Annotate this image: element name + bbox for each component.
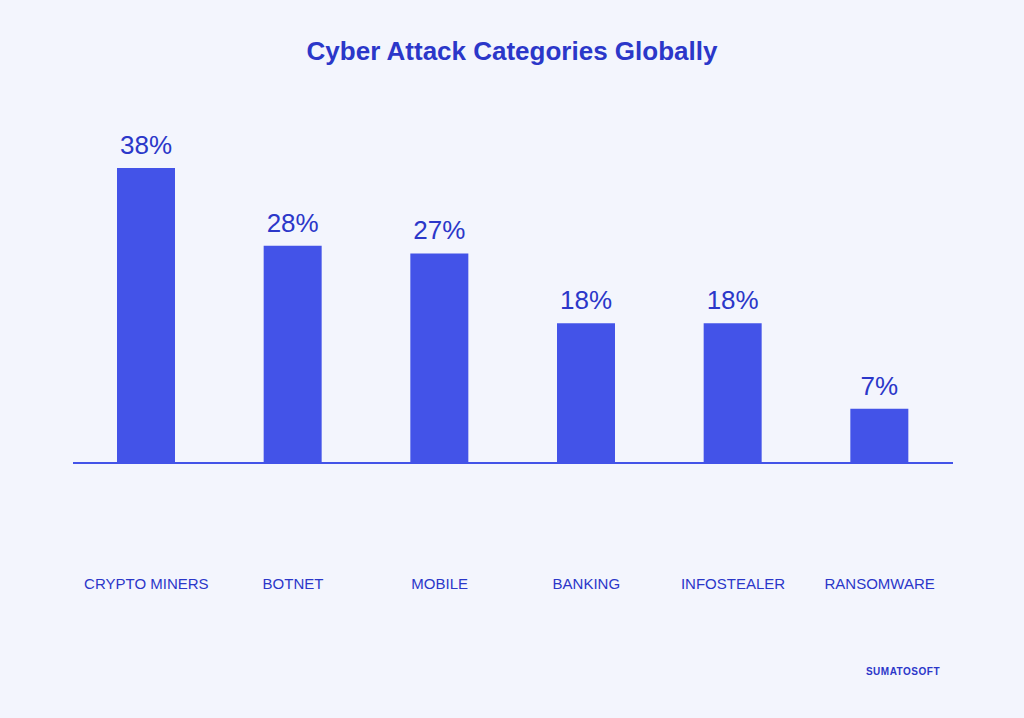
svg-text:28%: 28% [267, 208, 319, 238]
svg-text:7%: 7% [861, 371, 899, 401]
svg-text:RANSOMWARE: RANSOMWARE [825, 575, 935, 592]
svg-text:27%: 27% [413, 215, 465, 245]
svg-text:BANKING: BANKING [553, 575, 621, 592]
svg-text:38%: 38% [120, 130, 172, 160]
svg-text:BOTNET: BOTNET [263, 575, 324, 592]
svg-text:CRYPTO MINERS: CRYPTO MINERS [84, 575, 208, 592]
html-text:SUMATOSOFT: SUMATOSOFT [865, 666, 940, 677]
svg-text:18%: 18% [560, 285, 612, 315]
html-text:Cyber Attack Categories Global: Cyber Attack Categories Globally [306, 36, 718, 66]
svg-text:INFOSTEALER: INFOSTEALER [681, 575, 785, 592]
svg-text:18%: 18% [707, 285, 759, 315]
svg-text:MOBILE: MOBILE [411, 575, 468, 592]
